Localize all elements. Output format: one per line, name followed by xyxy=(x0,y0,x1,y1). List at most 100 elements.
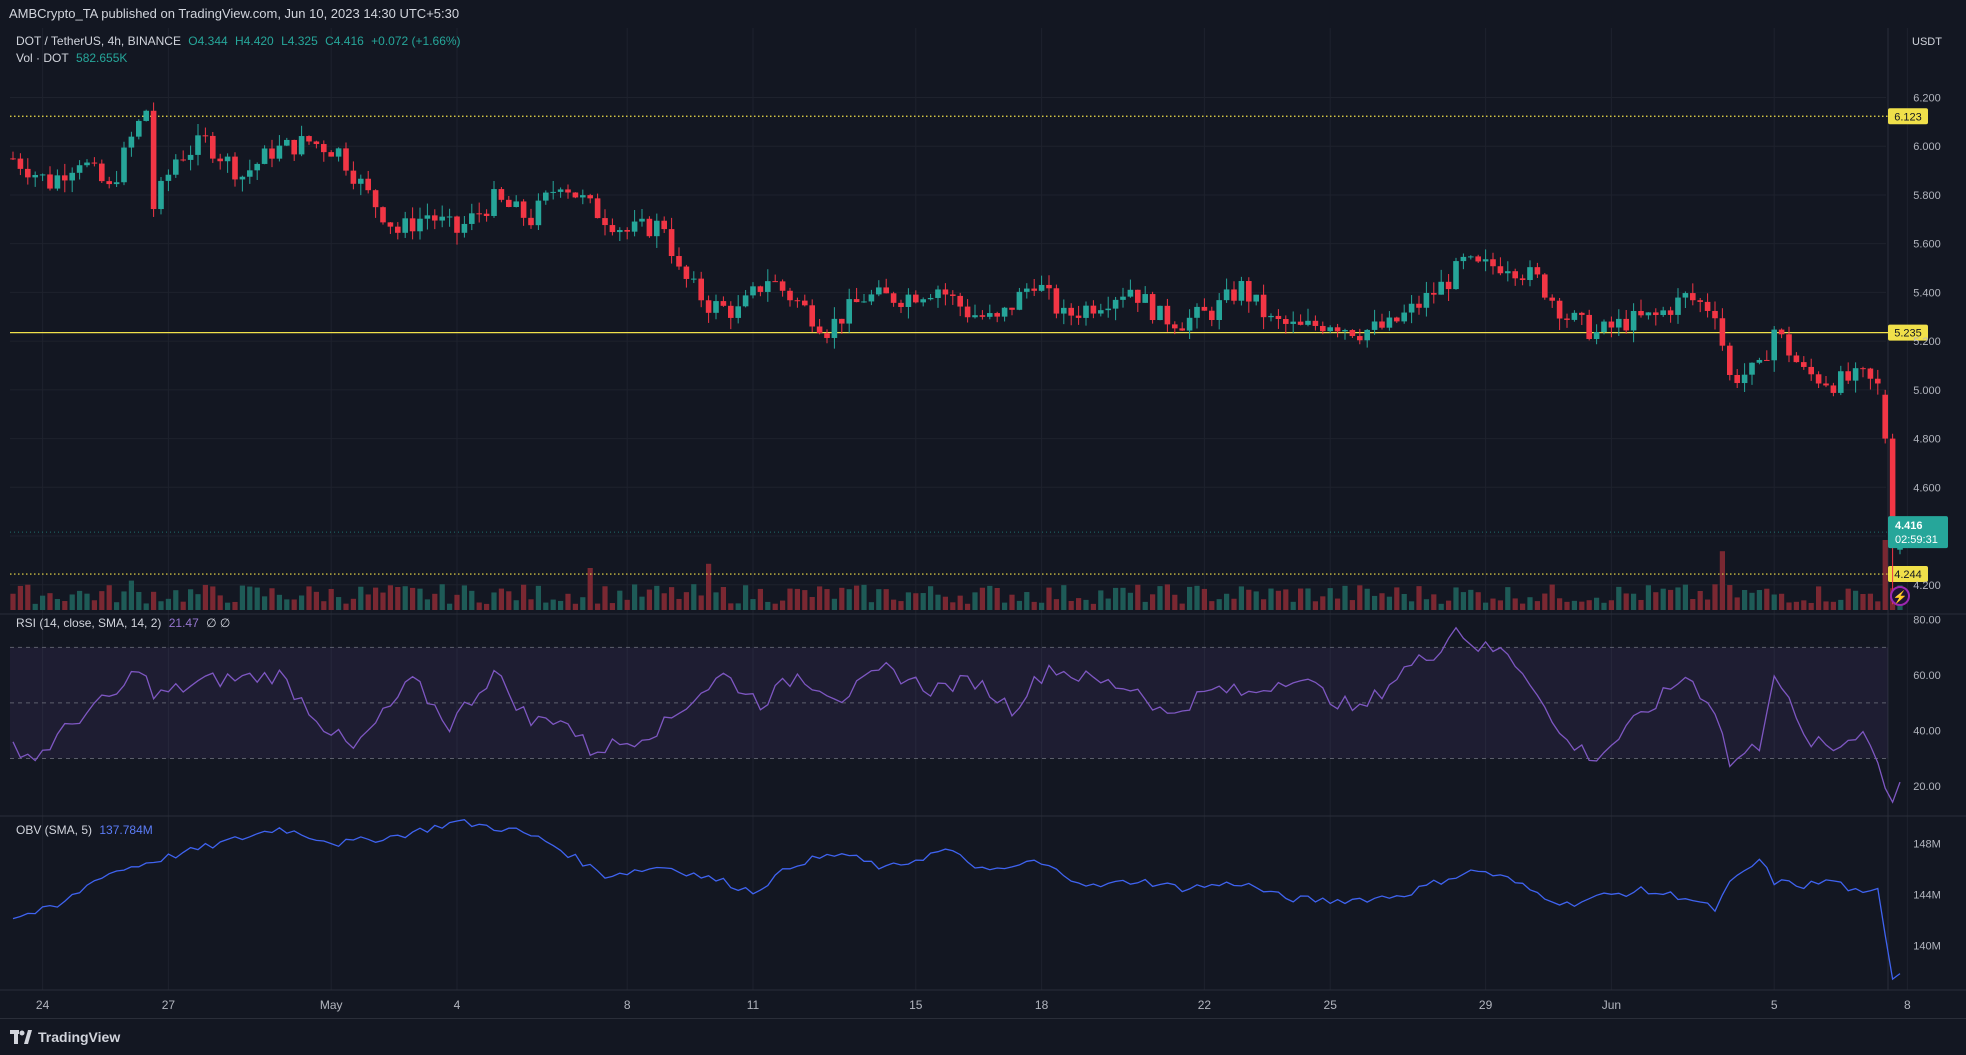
volume-bar xyxy=(839,587,845,610)
volume-bar xyxy=(1838,599,1844,610)
candle-body xyxy=(802,300,808,306)
candle-body xyxy=(39,174,46,176)
candle-body xyxy=(950,294,956,296)
volume-bar xyxy=(1497,600,1503,610)
volume-bar xyxy=(1431,594,1437,610)
volume-bar xyxy=(965,603,971,610)
candle-body xyxy=(1875,378,1881,384)
volume-bar xyxy=(1475,592,1481,610)
candle-body xyxy=(1534,267,1541,275)
volume-bar xyxy=(1490,598,1496,610)
volume-bar xyxy=(1549,584,1555,610)
price-tick: 6.000 xyxy=(1913,141,1941,153)
candle-body xyxy=(1275,315,1282,319)
candle-body xyxy=(1527,267,1533,281)
obv-pane[interactable]: 148M 144M 140M xyxy=(12,819,1941,981)
volume-bar xyxy=(151,591,157,610)
volume-bar xyxy=(1853,590,1859,610)
rsi-pane[interactable]: 80.00 60.00 40.00 20.00 xyxy=(10,615,1941,804)
candle-body xyxy=(350,170,357,184)
candle-body xyxy=(1852,368,1859,381)
volume-bar xyxy=(624,599,630,610)
volume-bar xyxy=(1201,588,1207,610)
volume-bar xyxy=(1845,588,1851,610)
candle-body xyxy=(99,163,105,182)
candle-body xyxy=(1127,289,1134,297)
price-axis[interactable]: USDT 6.200 6.000 5.800 5.600 5.400 5.200 5.000… xyxy=(1912,36,1942,592)
candle-body xyxy=(698,278,704,301)
level-tag-bg xyxy=(1888,566,1928,583)
candle-body xyxy=(1579,312,1585,315)
tradingview-logo[interactable]: TradingView xyxy=(10,1029,120,1045)
volume-bar xyxy=(1727,585,1733,610)
volume-bar xyxy=(1438,603,1444,610)
candle-body xyxy=(1416,303,1422,308)
volume-bar xyxy=(780,600,786,610)
candle-body xyxy=(528,217,534,226)
flash-icon[interactable]: ⚡ xyxy=(1890,586,1910,606)
candle-body xyxy=(276,145,283,159)
candle-body xyxy=(513,201,519,208)
volume-bar xyxy=(1379,593,1385,610)
candle-body xyxy=(454,216,460,233)
volume-bar xyxy=(1298,588,1304,610)
rsi-legend[interactable]: RSI (14, close, SMA, 14, 2) 21.47 ∅ ∅ xyxy=(16,616,234,630)
candle-body xyxy=(1593,332,1600,340)
chart-panes[interactable]: 6.123 5.235 4.244 80.00 60.00 40.00 20.00 148… xyxy=(0,28,1966,1018)
time-axis[interactable]: 2427May48111518222529Jun5812 xyxy=(36,998,1966,1012)
candle-body xyxy=(1024,288,1030,292)
candle-body xyxy=(683,266,690,279)
candle-body xyxy=(794,300,801,302)
volume-bar xyxy=(1830,601,1836,610)
volume-legend[interactable]: Vol · DOT 582.655K xyxy=(16,51,131,65)
volume-bar xyxy=(1801,600,1807,610)
volume-bar xyxy=(1172,594,1178,610)
candle-body xyxy=(343,148,349,171)
price-legend[interactable]: DOT / TetherUS, 4h, BINANCE O4.344 H4.42… xyxy=(16,34,465,48)
volume-bar xyxy=(1009,594,1015,610)
candle-body xyxy=(54,175,61,189)
volume-bar xyxy=(794,588,800,610)
candle-body xyxy=(535,200,542,226)
volume-bar xyxy=(580,597,586,610)
volume-bar xyxy=(861,584,867,610)
volume-bar xyxy=(1275,590,1281,610)
price-tick: 5.600 xyxy=(1913,239,1941,251)
candle-body xyxy=(217,158,223,162)
time-tick: 29 xyxy=(1479,998,1493,1012)
volume-bar xyxy=(1031,601,1037,610)
candle-body xyxy=(1038,284,1045,291)
volume-bar xyxy=(876,589,882,610)
candle-body xyxy=(506,199,512,208)
candle-body xyxy=(1764,359,1770,361)
price-tick: 4.200 xyxy=(1913,580,1941,592)
volume-bar xyxy=(720,587,726,610)
candle-body xyxy=(1638,310,1644,316)
candle-body xyxy=(143,110,149,121)
candle-body xyxy=(284,139,290,146)
high-value: H4.420 xyxy=(235,34,274,48)
time-tick: 11 xyxy=(747,998,760,1012)
candle-body xyxy=(1475,256,1481,262)
candle-body xyxy=(1357,336,1363,341)
volume-bar xyxy=(1712,584,1718,610)
bottom-bar: TradingView xyxy=(0,1018,1966,1055)
volume-bar xyxy=(225,602,231,610)
volume-bar xyxy=(506,591,512,610)
candle-body xyxy=(1068,307,1074,316)
candlesticks[interactable] xyxy=(10,102,1903,605)
volume-bar xyxy=(1216,599,1222,610)
candle-body xyxy=(1660,310,1666,316)
chart-svg[interactable]: 6.123 5.235 4.244 80.00 60.00 40.00 20.00 148… xyxy=(0,28,1966,1018)
close-value: C4.416 xyxy=(325,34,364,48)
volume-bar xyxy=(1586,600,1592,610)
horizontal-levels[interactable]: 6.123 5.235 4.244 xyxy=(10,108,1928,583)
candle-body xyxy=(1216,300,1222,321)
volume-bar xyxy=(905,592,911,610)
candle-body xyxy=(402,218,408,233)
volume-bar xyxy=(1616,586,1622,610)
candle-body xyxy=(1793,355,1800,363)
tradingview-icon xyxy=(10,1030,32,1044)
obv-legend[interactable]: OBV (SMA, 5) 137.784M xyxy=(16,823,157,837)
obv-label: OBV (SMA, 5) xyxy=(16,823,93,837)
